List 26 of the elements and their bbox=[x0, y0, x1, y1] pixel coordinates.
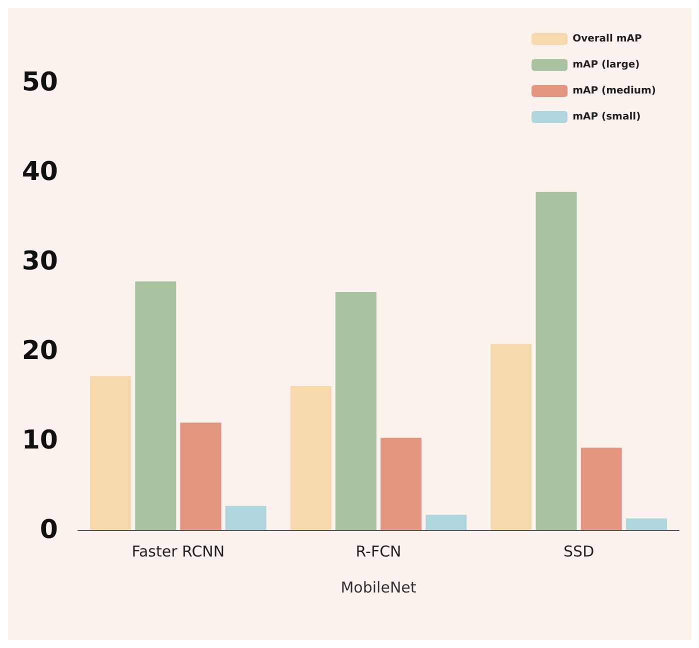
x-axis-title: MobileNet bbox=[340, 578, 416, 596]
bar bbox=[490, 344, 532, 530]
bar bbox=[180, 422, 222, 530]
y-tick-label: 30 bbox=[22, 246, 58, 277]
y-tick-label: 10 bbox=[22, 426, 58, 456]
bar bbox=[426, 514, 467, 530]
y-tick-label: 0 bbox=[40, 515, 58, 545]
x-tick-label: R-FCN bbox=[356, 542, 402, 560]
bar bbox=[626, 518, 667, 530]
bar bbox=[536, 192, 577, 530]
legend-label: Overall mAP bbox=[572, 34, 642, 44]
bar bbox=[335, 292, 376, 530]
legend-label: mAP (large) bbox=[572, 60, 640, 70]
x-tick-label: Faster RCNN bbox=[132, 542, 225, 560]
bar bbox=[380, 438, 422, 530]
y-tick-label: 40 bbox=[22, 157, 58, 188]
y-tick-label: 50 bbox=[22, 68, 58, 98]
legend-label: mAP (small) bbox=[572, 112, 641, 122]
bar bbox=[135, 281, 176, 530]
legend-label: mAP (medium) bbox=[572, 86, 656, 96]
bar bbox=[290, 386, 332, 530]
bar bbox=[225, 506, 266, 530]
bar bbox=[580, 448, 622, 530]
bar bbox=[90, 376, 132, 530]
x-tick-label: SSD bbox=[564, 542, 594, 560]
y-tick-label: 20 bbox=[22, 336, 58, 366]
